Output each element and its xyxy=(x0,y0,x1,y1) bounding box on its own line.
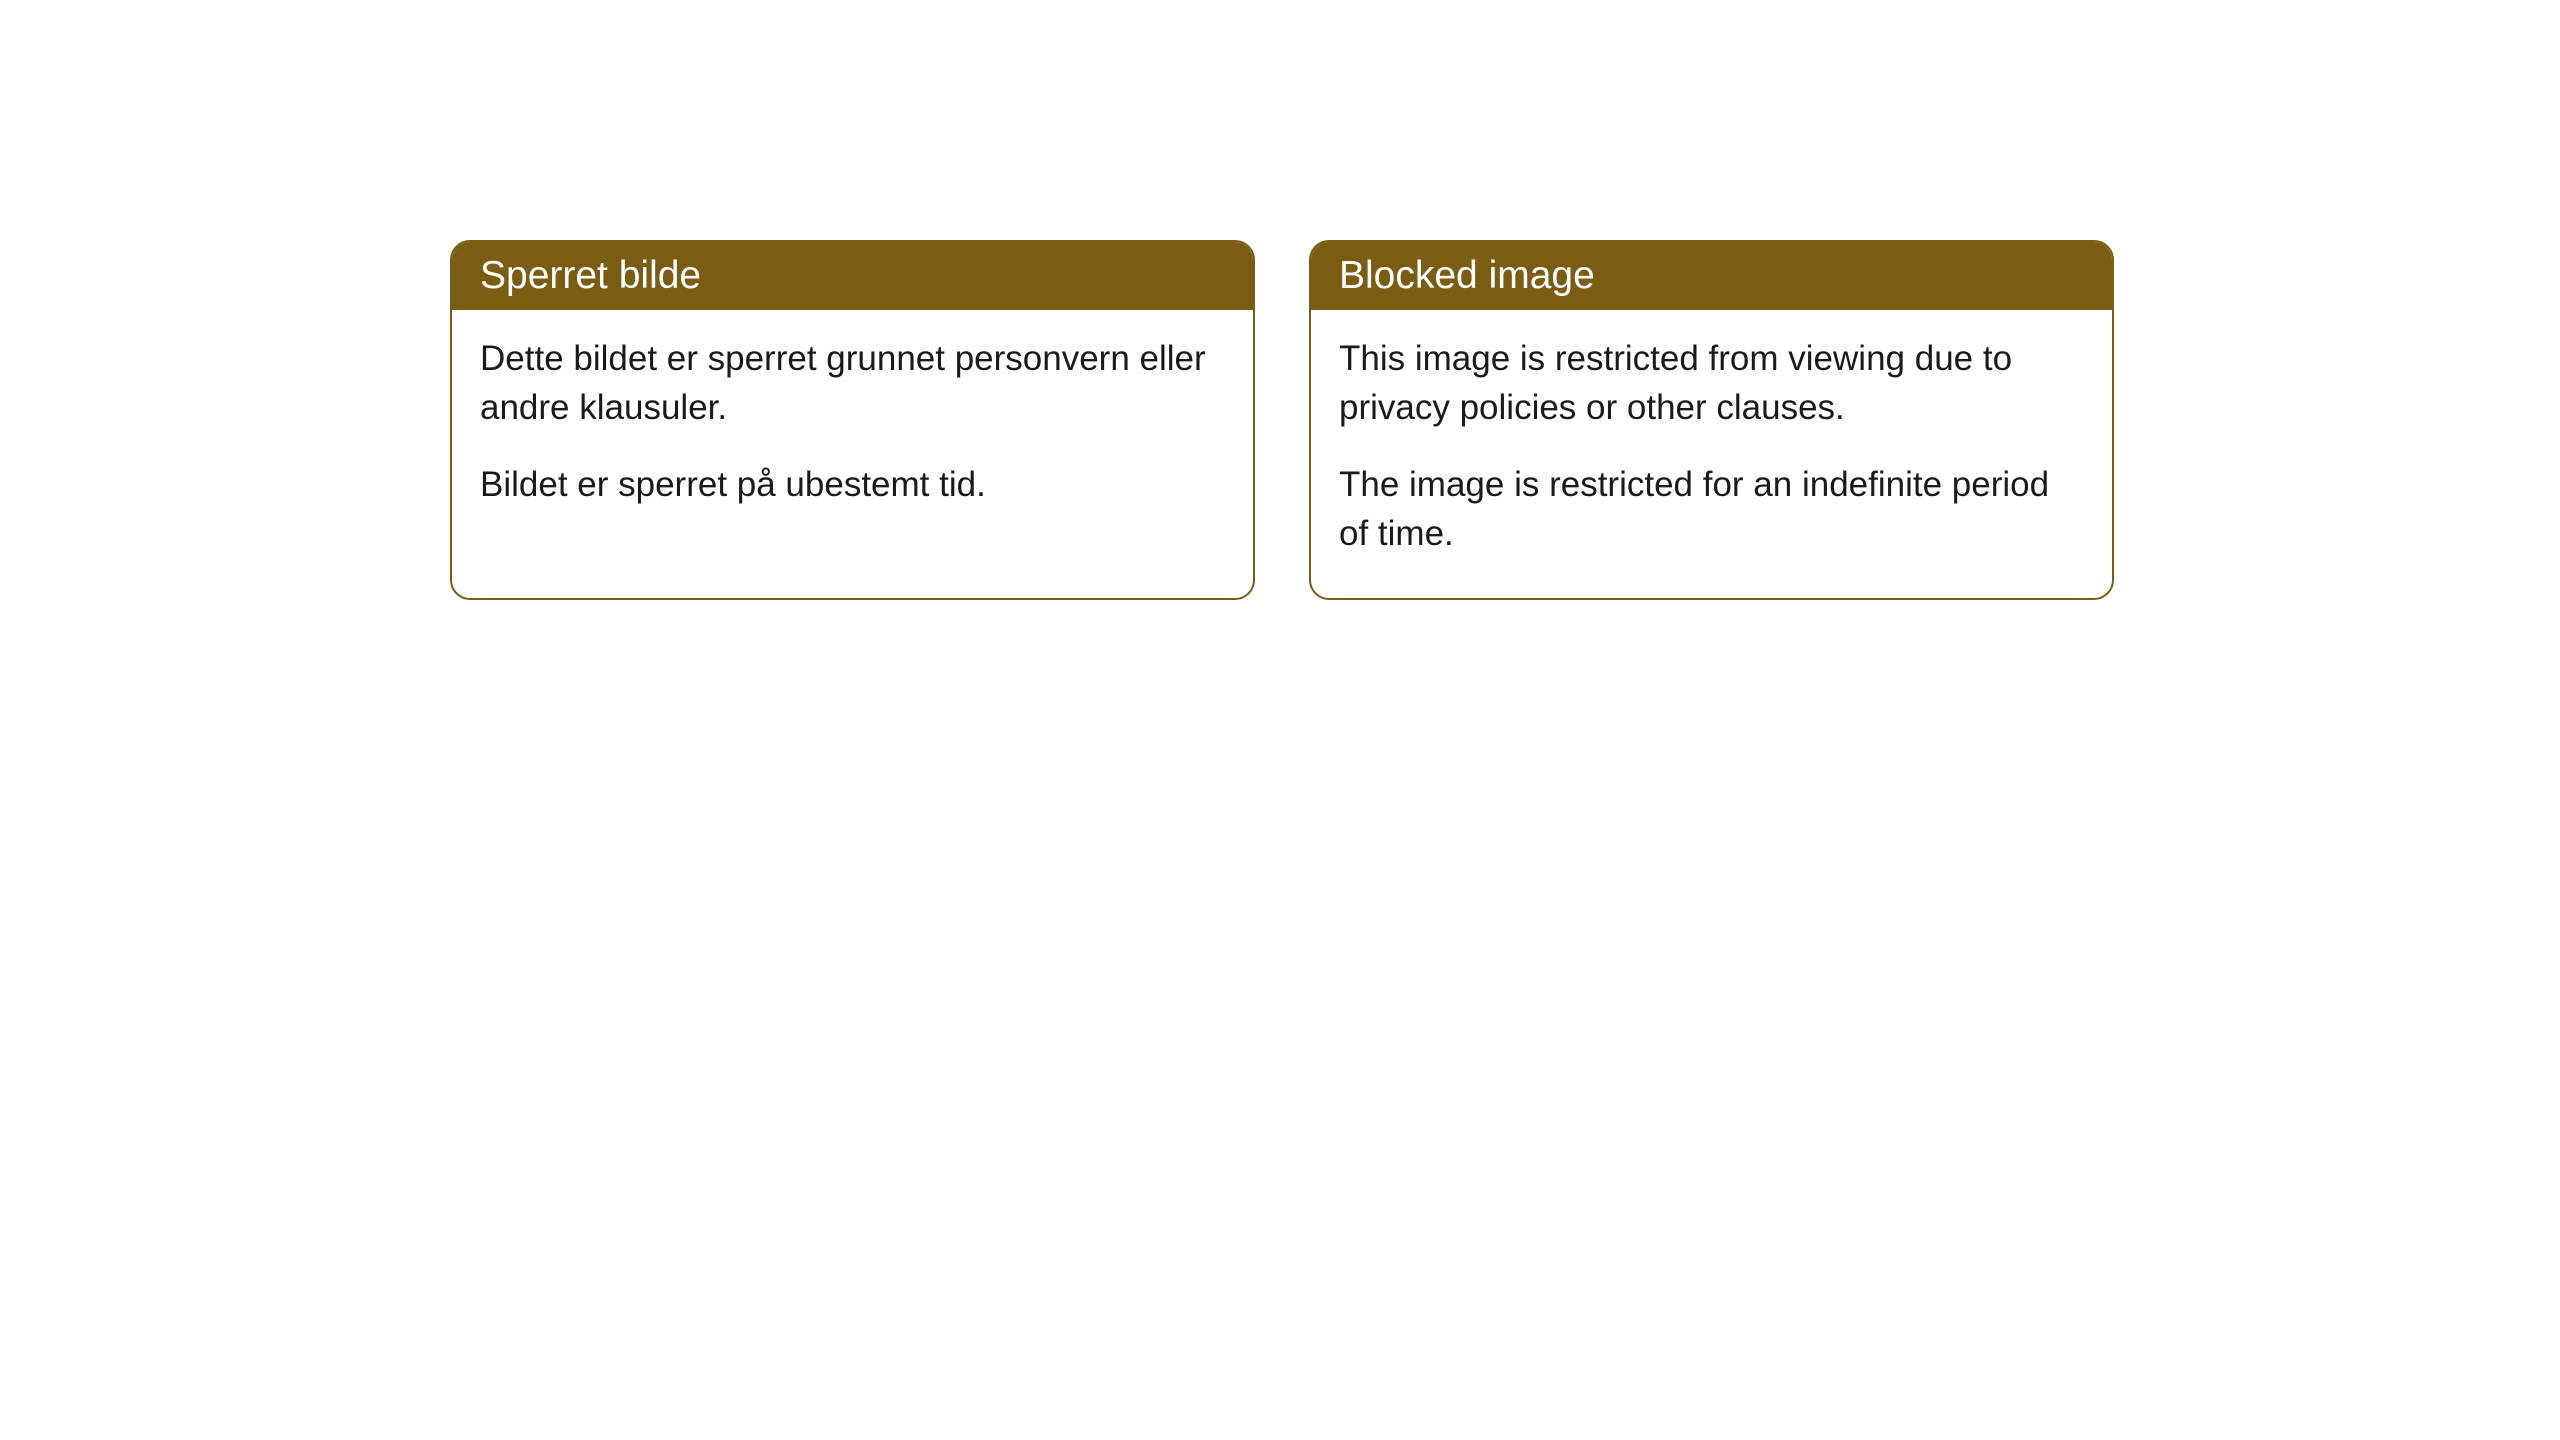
notice-cards-container: Sperret bilde Dette bildet er sperret gr… xyxy=(450,240,2114,600)
card-paragraph: Dette bildet er sperret grunnet personve… xyxy=(480,334,1225,432)
card-body: This image is restricted from viewing du… xyxy=(1311,310,2112,598)
notice-card-english: Blocked image This image is restricted f… xyxy=(1309,240,2114,600)
card-title: Sperret bilde xyxy=(480,254,701,297)
card-header: Blocked image xyxy=(1311,242,2112,310)
card-body: Dette bildet er sperret grunnet personve… xyxy=(452,310,1253,549)
card-title: Blocked image xyxy=(1339,254,1595,297)
card-paragraph: Bildet er sperret på ubestemt tid. xyxy=(480,460,1225,509)
card-paragraph: The image is restricted for an indefinit… xyxy=(1339,460,2084,558)
card-header: Sperret bilde xyxy=(452,242,1253,310)
card-paragraph: This image is restricted from viewing du… xyxy=(1339,334,2084,432)
notice-card-norwegian: Sperret bilde Dette bildet er sperret gr… xyxy=(450,240,1255,600)
